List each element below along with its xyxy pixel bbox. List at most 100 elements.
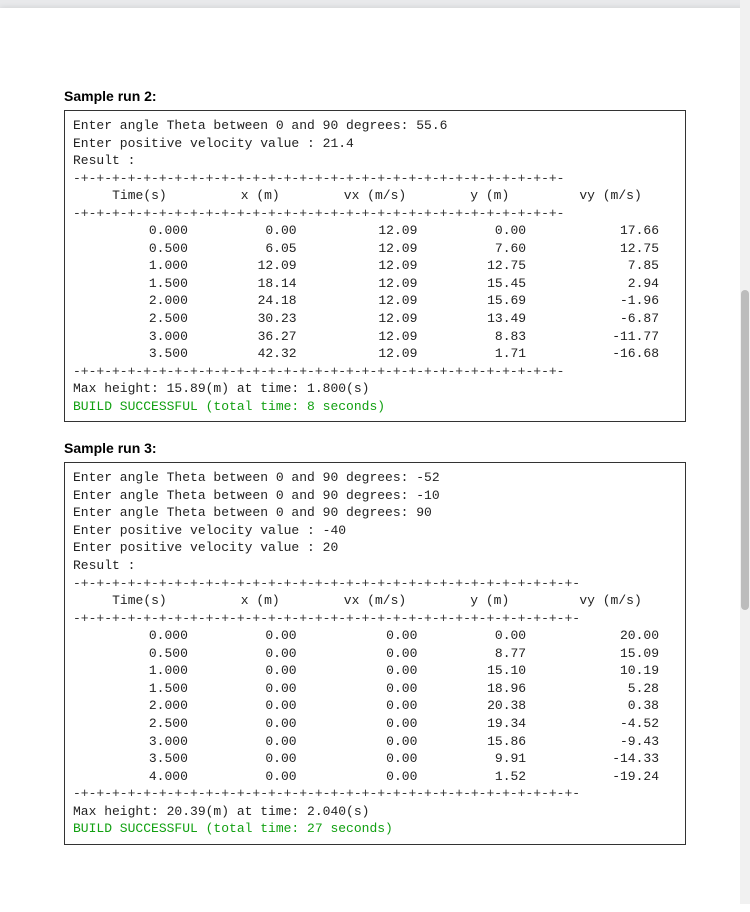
table-cell: 0.00 — [206, 733, 315, 751]
table-cell: 20.00 — [544, 627, 677, 645]
table-cell: 2.000 — [73, 697, 206, 715]
table-row: 3.50042.3212.091.71-16.68 — [73, 345, 677, 363]
scrollbar-track[interactable] — [740, 0, 750, 904]
table-cell: 4.000 — [73, 768, 206, 786]
table-cell: 3.000 — [73, 328, 206, 346]
table-cell: 18.96 — [435, 680, 544, 698]
table-cell: 0.00 — [206, 768, 315, 786]
table-cell: 8.77 — [435, 645, 544, 663]
table-cell: 0.00 — [315, 768, 436, 786]
table-row: 0.5000.000.008.7715.09 — [73, 645, 677, 663]
table-cell: 12.09 — [315, 257, 436, 275]
table-cell: 13.49 — [435, 310, 544, 328]
table-row: 0.5006.0512.097.6012.75 — [73, 240, 677, 258]
table-cell: 0.00 — [315, 680, 436, 698]
run3-build: BUILD SUCCESSFUL (total time: 27 seconds… — [73, 821, 393, 836]
run2-data-table: 0.0000.0012.090.0017.660.5006.0512.097.6… — [73, 222, 677, 362]
table-cell: 15.69 — [435, 292, 544, 310]
table-cell: 0.00 — [315, 733, 436, 751]
run2-h3: y (m) — [435, 187, 544, 205]
run2-h4: vy (m/s) — [544, 187, 677, 205]
table-cell: 0.00 — [206, 697, 315, 715]
table-cell: 15.09 — [544, 645, 677, 663]
table-cell: 0.00 — [315, 645, 436, 663]
table-row: 4.0000.000.001.52-19.24 — [73, 768, 677, 786]
table-cell: 6.05 — [206, 240, 315, 258]
table-cell: 9.91 — [435, 750, 544, 768]
run2-sep-3: -+-+-+-+-+-+-+-+-+-+-+-+-+-+-+-+-+-+-+-+… — [73, 364, 564, 379]
table-cell: 1.52 — [435, 768, 544, 786]
run2-max: Max height: 15.89(m) at time: 1.800(s) — [73, 381, 369, 396]
table-cell: 15.10 — [435, 662, 544, 680]
table-row: 0.0000.000.000.0020.00 — [73, 627, 677, 645]
run3-h2: vx (m/s) — [315, 592, 436, 610]
table-cell: 12.75 — [544, 240, 677, 258]
run3-h4: vy (m/s) — [544, 592, 677, 610]
table-cell: 0.500 — [73, 645, 206, 663]
table-cell: 0.00 — [206, 750, 315, 768]
run2-sep-1: -+-+-+-+-+-+-+-+-+-+-+-+-+-+-+-+-+-+-+-+… — [73, 171, 564, 186]
table-cell: -4.52 — [544, 715, 677, 733]
table-cell: -14.33 — [544, 750, 677, 768]
table-cell: 2.94 — [544, 275, 677, 293]
table-row: 2.5000.000.0019.34-4.52 — [73, 715, 677, 733]
table-row: 3.00036.2712.098.83-11.77 — [73, 328, 677, 346]
table-cell: 12.09 — [315, 222, 436, 240]
table-cell: 18.14 — [206, 275, 315, 293]
table-cell: 0.00 — [315, 662, 436, 680]
table-cell: 1.500 — [73, 275, 206, 293]
table-cell: 0.00 — [206, 680, 315, 698]
table-row: 1.50018.1412.0915.452.94 — [73, 275, 677, 293]
run3-data-table: 0.0000.000.000.0020.000.5000.000.008.771… — [73, 627, 677, 785]
run2-build: BUILD SUCCESSFUL (total time: 8 seconds) — [73, 399, 385, 414]
run3-h1: x (m) — [206, 592, 315, 610]
run3-h0: Time(s) — [73, 592, 206, 610]
table-cell: 17.66 — [544, 222, 677, 240]
document-page: Sample run 2: Enter angle Theta between … — [0, 8, 750, 912]
table-cell: 0.000 — [73, 222, 206, 240]
table-cell: -11.77 — [544, 328, 677, 346]
table-cell: -16.68 — [544, 345, 677, 363]
table-cell: -1.96 — [544, 292, 677, 310]
table-cell: 1.71 — [435, 345, 544, 363]
table-cell: 12.09 — [315, 240, 436, 258]
table-cell: 0.00 — [206, 222, 315, 240]
table-cell: 12.09 — [206, 257, 315, 275]
run3-line-1: Enter angle Theta between 0 and 90 degre… — [73, 488, 440, 503]
table-cell: 8.83 — [435, 328, 544, 346]
table-row: 2.0000.000.0020.380.38 — [73, 697, 677, 715]
table-cell: 0.000 — [73, 627, 206, 645]
run3-sep-1: -+-+-+-+-+-+-+-+-+-+-+-+-+-+-+-+-+-+-+-+… — [73, 576, 580, 591]
table-cell: 0.00 — [315, 715, 436, 733]
table-cell: 3.500 — [73, 750, 206, 768]
run2-h1: x (m) — [206, 187, 315, 205]
table-row: 1.5000.000.0018.965.28 — [73, 680, 677, 698]
table-cell: 0.00 — [315, 750, 436, 768]
table-cell: 5.28 — [544, 680, 677, 698]
table-cell: 36.27 — [206, 328, 315, 346]
run2-title: Sample run 2: — [64, 88, 686, 104]
run3-h3: y (m) — [435, 592, 544, 610]
table-cell: 0.00 — [206, 715, 315, 733]
table-row: 1.00012.0912.0912.757.85 — [73, 257, 677, 275]
run3-sep-3: -+-+-+-+-+-+-+-+-+-+-+-+-+-+-+-+-+-+-+-+… — [73, 786, 580, 801]
table-cell: 3.000 — [73, 733, 206, 751]
scrollbar-thumb[interactable] — [741, 290, 749, 610]
table-cell: 10.19 — [544, 662, 677, 680]
table-cell: 7.85 — [544, 257, 677, 275]
table-cell: 0.00 — [315, 697, 436, 715]
table-cell: 1.500 — [73, 680, 206, 698]
table-cell: 7.60 — [435, 240, 544, 258]
run3-line-0: Enter angle Theta between 0 and 90 degre… — [73, 470, 440, 485]
table-cell: 12.09 — [315, 345, 436, 363]
run3-title: Sample run 3: — [64, 440, 686, 456]
table-cell: 15.45 — [435, 275, 544, 293]
run3-line-5: Result : — [73, 558, 135, 573]
table-cell: 42.32 — [206, 345, 315, 363]
run3-max: Max height: 20.39(m) at time: 2.040(s) — [73, 804, 369, 819]
table-cell: 0.00 — [206, 627, 315, 645]
run2-line-0: Enter angle Theta between 0 and 90 degre… — [73, 118, 447, 133]
table-row: 0.0000.0012.090.0017.66 — [73, 222, 677, 240]
run3-line-2: Enter angle Theta between 0 and 90 degre… — [73, 505, 432, 520]
table-cell: 2.500 — [73, 310, 206, 328]
